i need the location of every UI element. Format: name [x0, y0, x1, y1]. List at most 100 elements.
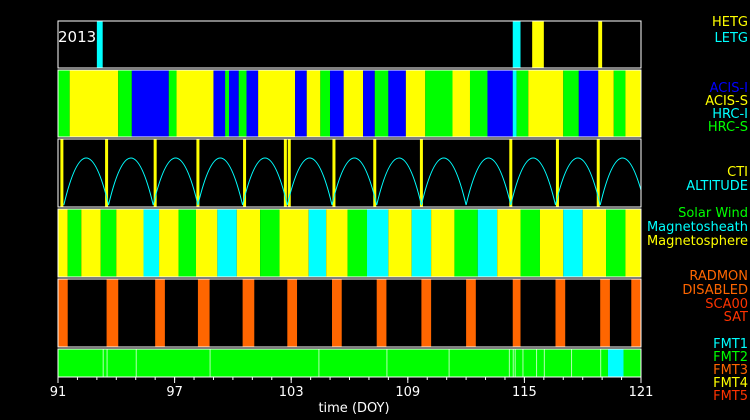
cti-mark: [196, 139, 200, 207]
telemetry_format-segment: [623, 349, 641, 377]
grating-frame: [57, 20, 642, 69]
instrument-segment: [58, 70, 70, 137]
format-boundary: [508, 349, 510, 377]
cti-mark: [105, 139, 109, 207]
format-boundary: [600, 349, 602, 377]
instrument-segment: [238, 70, 247, 137]
instrument-segment: [295, 70, 307, 137]
legend-entry: HRC-S: [708, 120, 748, 135]
x-tick-label: 103: [279, 385, 304, 400]
legend-entry: HRC-I: [712, 107, 748, 122]
instrument-segment: [343, 70, 364, 137]
instrument-segment: [69, 70, 119, 137]
radmon-segment: [631, 279, 641, 347]
instrument-frame: [57, 69, 642, 138]
radiation_zone-segment: [67, 209, 82, 277]
instrument-segment: [213, 70, 226, 137]
x-tick-label: 91: [50, 385, 67, 400]
format-boundary: [512, 349, 514, 377]
instrument-segment: [528, 70, 564, 137]
altitude-arc: [242, 157, 288, 206]
instrument-segment: [563, 70, 579, 137]
radmon-segment: [332, 279, 342, 347]
instrument-segment: [176, 70, 214, 137]
grating-segment: [512, 21, 521, 68]
radiation_zone-panel: [58, 209, 641, 277]
legend-entry: FMT2: [713, 350, 748, 365]
instrument-segment: [598, 70, 614, 137]
x-tick-label: 121: [629, 385, 654, 400]
instrument-panel: [58, 70, 641, 137]
altitude-arc: [599, 157, 641, 206]
instrument-segment: [246, 70, 259, 137]
altitude-arc: [555, 157, 601, 206]
radiation_zone-segment: [520, 209, 540, 277]
radmon-panel: [58, 279, 641, 347]
cti-mark: [153, 139, 157, 207]
legend-entry: SAT: [724, 310, 748, 325]
telemetry_format-segment: [58, 349, 608, 377]
legend-entry: ACIS-I: [710, 81, 748, 96]
format-boundary: [318, 349, 320, 377]
radiation_zone-segment: [539, 209, 564, 277]
instrument-segment: [168, 70, 177, 137]
instrument-segment: [388, 70, 406, 137]
orbit-frame: [57, 138, 642, 208]
radiation_zone-segment: [81, 209, 101, 277]
year-label: 2013: [58, 28, 96, 46]
cti-mark: [332, 139, 336, 207]
instrument-segment: [258, 70, 296, 137]
grating-segment: [96, 21, 103, 68]
x-tick-label: 97: [166, 385, 183, 400]
instrument-segment: [469, 70, 488, 137]
grating-segment: [598, 21, 603, 68]
x-tick-label: 115: [512, 385, 537, 400]
legend-entry: DISABLED: [682, 283, 748, 298]
legend-entry: FMT4: [713, 376, 748, 391]
altitude-arc: [420, 157, 467, 206]
altitude-arc: [197, 157, 244, 206]
legend-entry: Magnetosphere: [647, 234, 748, 249]
cti-mark: [283, 139, 287, 207]
radmon-segment: [58, 279, 68, 347]
radmon-segment: [155, 279, 165, 347]
panels-layer: [58, 21, 641, 377]
legend-entry: HETG: [712, 15, 748, 30]
telemetry_format-panel: [58, 349, 641, 377]
cti-mark: [373, 139, 377, 207]
radiation_zone-segment: [582, 209, 607, 277]
instrument-segment: [131, 70, 169, 137]
radiation_zone-segment: [563, 209, 583, 277]
altitude-arc: [63, 157, 110, 206]
instrument-segment: [320, 70, 331, 137]
instrument-segment: [613, 70, 626, 137]
radiation_zone-segment: [411, 209, 432, 277]
radmon-segment: [421, 279, 432, 347]
legend-entry: ACIS-S: [705, 94, 748, 109]
radiation_zone-segment: [477, 209, 498, 277]
radiation_zone-frame: [57, 208, 642, 278]
radiation_zone-segment: [100, 209, 117, 277]
legend-entry: ALTITUDE: [686, 179, 748, 194]
radiation_zone-segment: [347, 209, 367, 277]
radiation_zone-segment: [326, 209, 348, 277]
radmon-segment: [242, 279, 255, 347]
format-boundary: [135, 349, 137, 377]
legend-entry: FMT1: [713, 337, 748, 352]
x-tick-label: 109: [395, 385, 420, 400]
radmon-segment: [106, 279, 119, 347]
radiation_zone-segment: [236, 209, 261, 277]
instrument-segment: [452, 70, 470, 137]
grating-panel: [96, 21, 603, 68]
radmon-segment: [197, 279, 210, 347]
radiation_zone-segment: [388, 209, 412, 277]
radiation_zone-segment: [431, 209, 455, 277]
radiation_zone-segment: [625, 209, 641, 277]
altitude-arc: [331, 157, 378, 206]
instrument-segment: [363, 70, 375, 137]
radiation_zone-segment: [366, 209, 389, 277]
instrument-segment: [374, 70, 389, 137]
format-boundary: [106, 349, 108, 377]
